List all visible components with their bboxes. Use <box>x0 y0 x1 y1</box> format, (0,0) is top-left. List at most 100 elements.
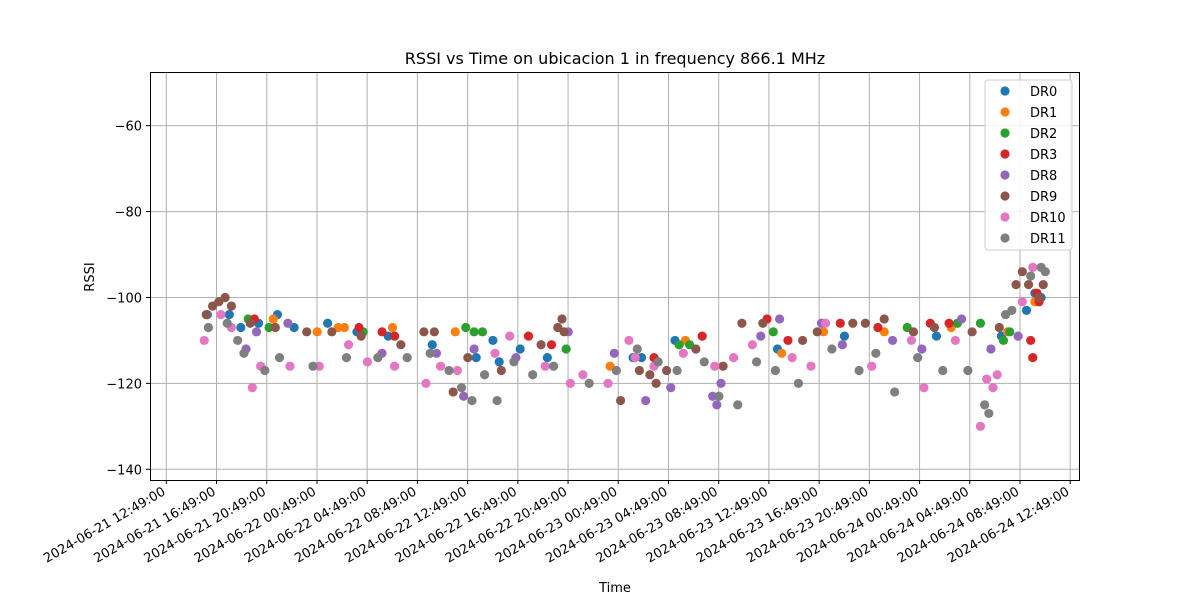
data-point <box>913 353 923 363</box>
data-point <box>456 383 467 393</box>
data-point <box>523 331 534 341</box>
data-point <box>285 361 295 371</box>
data-point <box>260 365 270 376</box>
legend-marker <box>1000 149 1010 159</box>
data-point <box>1005 327 1015 337</box>
data-point <box>835 318 845 328</box>
data-point <box>632 344 642 354</box>
legend-box <box>984 79 1073 251</box>
data-point <box>691 344 701 354</box>
data-point <box>452 365 462 376</box>
data-point <box>716 378 726 388</box>
y-axis: −140 −120 −100 −80 −60 <box>106 120 150 478</box>
data-point <box>908 327 919 337</box>
data-point <box>651 378 661 388</box>
series-dr11 <box>203 262 1050 419</box>
data-point <box>653 357 663 367</box>
data-point <box>1023 279 1034 290</box>
data-point <box>578 370 588 380</box>
data-points <box>199 262 1050 431</box>
data-point <box>220 292 230 303</box>
data-point <box>666 383 676 393</box>
data-point <box>459 391 469 401</box>
data-point <box>557 314 567 324</box>
data-point <box>496 365 506 376</box>
data-point <box>323 318 333 328</box>
data-point <box>247 383 257 393</box>
data-point <box>469 327 479 337</box>
data-point <box>565 378 575 388</box>
data-point <box>860 318 870 328</box>
data-point <box>549 361 559 371</box>
data-point <box>712 400 722 410</box>
y-tick-label: −80 <box>115 206 142 221</box>
data-point <box>216 310 226 320</box>
data-point <box>919 383 929 393</box>
data-point <box>783 335 793 346</box>
data-point <box>873 322 883 333</box>
data-point <box>1021 305 1032 315</box>
data-point <box>777 348 787 358</box>
data-point <box>982 374 992 384</box>
data-point <box>461 322 471 333</box>
data-point <box>774 314 785 324</box>
data-point <box>975 318 986 328</box>
legend-label: DR8 <box>1030 169 1057 184</box>
data-point <box>226 301 236 311</box>
data-point <box>770 365 781 376</box>
data-point <box>356 331 366 341</box>
data-point <box>425 348 435 358</box>
data-point <box>236 322 246 333</box>
data-point <box>389 331 400 341</box>
legend-item: DR9 <box>1000 190 1057 205</box>
data-point <box>758 318 768 328</box>
data-point <box>867 361 877 371</box>
data-point <box>251 327 262 337</box>
data-point <box>469 344 479 354</box>
data-point <box>615 395 626 406</box>
data-point <box>641 395 651 406</box>
data-point <box>1007 305 1017 315</box>
data-point <box>463 353 473 363</box>
legend: DR0 DR1 DR2 DR3 DR8 DR9 DR10 DR11 <box>984 79 1073 251</box>
data-point <box>887 335 898 346</box>
data-point <box>448 387 458 397</box>
data-point <box>737 318 747 328</box>
data-point <box>672 365 682 376</box>
data-point <box>1017 297 1027 307</box>
data-point <box>492 395 502 406</box>
legend-item: DR0 <box>1000 85 1057 100</box>
data-point <box>477 327 488 337</box>
legend-marker <box>1000 128 1010 138</box>
data-point <box>986 344 996 354</box>
data-point <box>710 361 720 371</box>
y-axis-label: RSSI <box>83 262 98 291</box>
data-point <box>494 357 504 367</box>
legend-marker <box>1000 233 1010 243</box>
data-point <box>798 335 808 346</box>
data-point <box>239 348 249 358</box>
legend-marker <box>1000 107 1010 117</box>
legend-label: DR2 <box>1030 127 1057 142</box>
grid-lines <box>150 72 1079 480</box>
data-point <box>354 322 364 333</box>
data-point <box>787 353 797 363</box>
data-point <box>479 370 490 380</box>
data-point <box>1017 267 1027 277</box>
data-point <box>1034 292 1044 303</box>
data-point <box>714 391 724 401</box>
data-point <box>634 365 644 376</box>
legend-label: DR0 <box>1030 85 1057 100</box>
chart-title: RSSI vs Time on ubicacion 1 in frequency… <box>405 49 825 68</box>
data-point <box>890 387 900 397</box>
data-point <box>302 327 312 337</box>
data-point <box>1026 335 1036 346</box>
data-point <box>967 327 977 337</box>
data-point <box>444 365 454 376</box>
legend-label: DR9 <box>1030 190 1057 205</box>
data-point <box>536 340 546 350</box>
data-point <box>645 370 655 380</box>
data-point <box>429 327 439 337</box>
legend-marker <box>1000 170 1010 180</box>
